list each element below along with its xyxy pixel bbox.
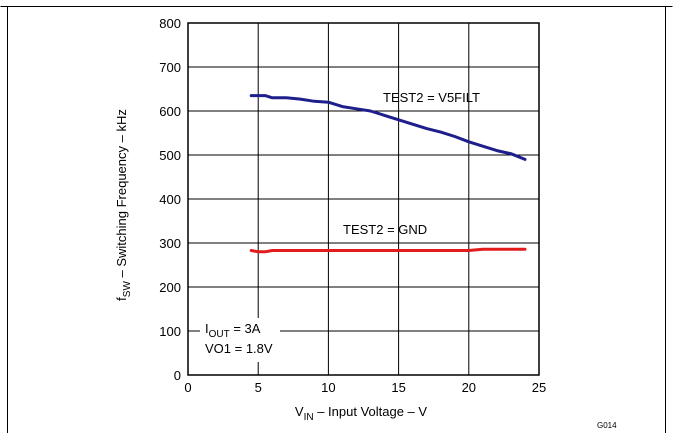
y-axis-label-main: f xyxy=(114,297,129,301)
x-tick-label: 25 xyxy=(532,380,546,395)
y-axis-label-rest: – Switching Frequency – kHz xyxy=(114,109,129,281)
annotation-iout-sub: OUT xyxy=(209,329,230,340)
y-tick-label: 500 xyxy=(159,148,181,163)
annotation-box xyxy=(200,318,280,362)
y-tick-label: 700 xyxy=(159,60,181,75)
x-axis-label-sub: IN xyxy=(304,412,314,423)
x-tick-label: 15 xyxy=(391,380,405,395)
tick-labels: 0 5 10 15 20 25 0 100 200 300 400 500 600 700 800 xyxy=(159,16,546,395)
annotation-iout-rest: = 3A xyxy=(230,321,261,336)
x-tick-label: 10 xyxy=(321,380,335,395)
y-axis-label-sub: SW xyxy=(122,281,133,298)
y-tick-label: 300 xyxy=(159,236,181,251)
x-axis-label: VIN – Input Voltage – V xyxy=(295,404,427,423)
y-tick-label: 400 xyxy=(159,192,181,207)
y-tick-label: 800 xyxy=(159,16,181,31)
annotation-iout-main: I xyxy=(205,321,209,336)
figure-id: G014 xyxy=(597,421,617,430)
x-tick-label: 5 xyxy=(255,380,262,395)
series-line-1 xyxy=(249,247,527,254)
x-tick-label: 0 xyxy=(184,380,191,395)
annotation-iout: IOUT = 3A xyxy=(205,321,261,340)
y-axis-label: fSW – Switching Frequency – kHz xyxy=(114,109,133,301)
series-line-0 xyxy=(249,94,527,161)
x-tick-label: 20 xyxy=(462,380,476,395)
x-axis-label-rest: – Input Voltage – V xyxy=(314,404,428,419)
series-label-v5filt: TEST2 = V5FILT xyxy=(383,90,480,105)
y-tick-label: 100 xyxy=(159,324,181,339)
y-tick-label: 600 xyxy=(159,104,181,119)
annotation-vo1: VO1 = 1.8V xyxy=(205,341,273,356)
series-layer xyxy=(249,94,527,254)
y-tick-label: 200 xyxy=(159,280,181,295)
x-axis-label-main: V xyxy=(295,404,304,419)
y-tick-label: 0 xyxy=(174,368,181,383)
series-label-gnd: TEST2 = GND xyxy=(343,222,427,237)
plot-area-border xyxy=(187,22,540,376)
